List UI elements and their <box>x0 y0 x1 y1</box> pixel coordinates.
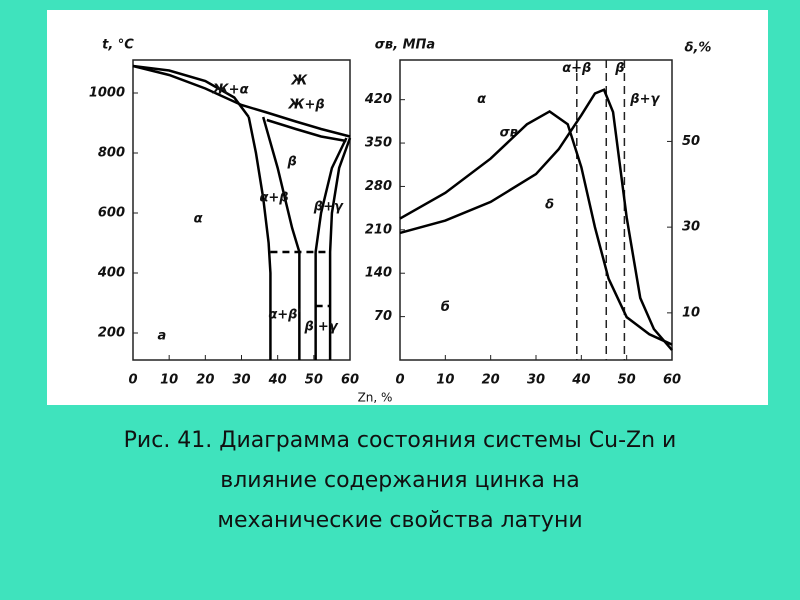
region-label: β+γ <box>629 92 660 107</box>
y-tick-label: 1000 <box>89 86 125 101</box>
caption-line: механические свойства латуни <box>217 508 583 533</box>
x-axis-label: Zn, % <box>358 391 393 405</box>
caption-line: Рис. 41. Диаграмма состояния системы Cu-… <box>123 428 677 453</box>
region-label: а <box>158 329 167 344</box>
x-tick-label: 10 <box>436 373 454 388</box>
x-tick-label: 50 <box>618 373 636 388</box>
y-axis-label: t, °C <box>102 38 134 53</box>
y2-tick-label: 30 <box>682 220 700 235</box>
region-label: α+β' <box>268 308 301 323</box>
curve <box>247 116 272 360</box>
curve <box>399 88 673 351</box>
region-label: α+β <box>562 61 591 76</box>
curve <box>314 137 348 360</box>
y-tick-label: 280 <box>365 179 392 194</box>
region-label: Ж+α <box>212 83 249 98</box>
region-label: β <box>614 61 624 76</box>
region-label: β'+γ <box>304 320 339 335</box>
y-tick-label: 140 <box>365 266 392 281</box>
x-tick-label: 20 <box>482 373 500 388</box>
y2-tick-label: 50 <box>682 134 700 149</box>
curve <box>328 137 352 360</box>
curve <box>261 116 301 360</box>
y2-axis-label: δ,% <box>685 41 712 56</box>
curve <box>132 64 351 138</box>
x-tick-label: 20 <box>196 373 214 388</box>
x-tick-label: 0 <box>128 373 137 388</box>
region-label: α+β <box>259 191 288 206</box>
curve <box>399 109 673 346</box>
figure-panel <box>47 10 768 405</box>
caption-line: влияние содержания цинка на <box>220 468 580 493</box>
y2-tick-label: 10 <box>682 305 700 320</box>
y-axis-label: σв, МПа <box>375 38 435 53</box>
curve-label: δ <box>545 198 554 213</box>
x-tick-label: 30 <box>527 373 545 388</box>
region-label: α <box>477 92 486 107</box>
x-tick-label: 0 <box>395 373 404 388</box>
y-tick-label: 350 <box>365 136 392 151</box>
region-label: Ж <box>290 74 308 89</box>
x-tick-label: 60 <box>663 373 681 388</box>
x-tick-label: 50 <box>305 373 323 388</box>
y-tick-label: 200 <box>98 326 125 341</box>
curve-label: σв <box>500 125 518 140</box>
figure: Zn, % t, °C0 10 20 30 40 50 602004006008001000… <box>47 10 768 405</box>
curve <box>132 64 250 118</box>
x-tick-label: 40 <box>571 373 590 388</box>
x-tick-label: 30 <box>232 373 250 388</box>
region-label: β+γ <box>313 200 344 215</box>
x-tick-label: 40 <box>268 373 287 388</box>
y-tick-label: 420 <box>364 92 392 107</box>
y-tick-label: 800 <box>98 146 125 161</box>
region-label: Ж+β <box>288 98 325 113</box>
y-tick-label: 600 <box>98 206 125 221</box>
y-tick-label: 70 <box>374 309 392 324</box>
x-tick-label: 60 <box>341 373 359 388</box>
x-tick-label: 10 <box>160 373 178 388</box>
y-tick-label: 400 <box>97 266 125 281</box>
region-label: б <box>441 300 450 315</box>
curve <box>266 118 347 143</box>
region-label: β <box>286 155 296 170</box>
region-label: α <box>194 212 203 227</box>
y-tick-label: 210 <box>365 222 392 237</box>
